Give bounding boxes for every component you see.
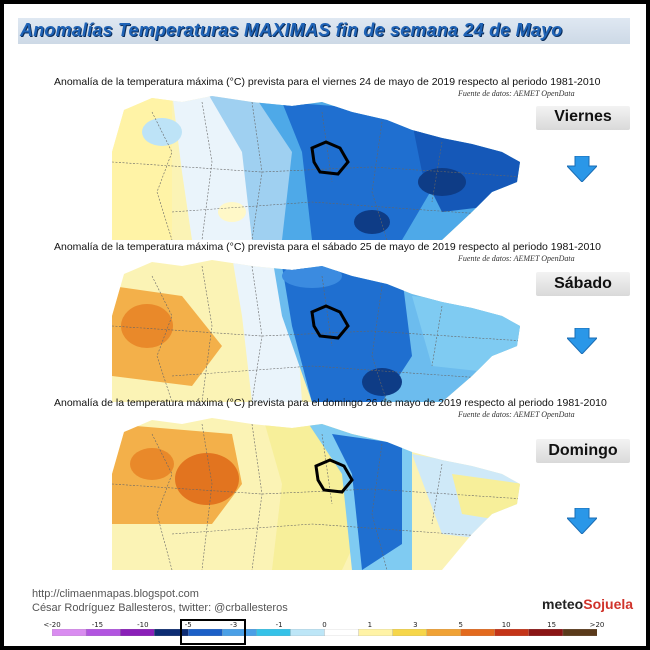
scale-tick-label: 3: [413, 621, 418, 629]
scale-tick-label: 5: [458, 621, 463, 629]
scale-tick-label: -10: [137, 621, 149, 629]
scale-tick-label: 1: [367, 621, 373, 629]
scale-swatch: [426, 629, 462, 636]
meteosojuela-logo: meteoSojuela: [542, 596, 633, 612]
scale-tick-label: -15: [91, 621, 104, 629]
scale-tick-label: -5: [184, 621, 192, 629]
scale-swatch: [324, 629, 360, 636]
map-title-saturday: Anomalía de la temperatura máxima (°C) p…: [54, 241, 602, 253]
day-box-friday: [536, 106, 630, 130]
figure-frame: Anomalías Temperaturas MAXIMAS fin de se…: [4, 4, 646, 646]
scale-tick-label: 10: [501, 621, 511, 629]
arrow-down-icon: [567, 508, 597, 534]
title-band: [18, 18, 630, 44]
color-scale-bar: [52, 629, 597, 636]
scale-tick-label: 15: [547, 621, 557, 629]
logo-text-prefix: meteo: [542, 596, 584, 612]
scale-swatch: [562, 629, 597, 636]
scale-swatch: [460, 629, 496, 636]
scale-tick-label: >20: [589, 621, 605, 629]
scale-tick-label: 0: [322, 621, 327, 629]
scale-swatch: [52, 629, 87, 636]
anomaly-map-saturday: [112, 260, 520, 402]
source-saturday: Fuente de datos: AEMET OpenData: [458, 254, 575, 263]
scale-tick-label: -3: [230, 621, 238, 629]
anomaly-map-sunday: [112, 418, 520, 570]
scale-swatch: [290, 629, 326, 636]
logo-text-suffix: Sojuela: [583, 596, 634, 612]
day-label-sunday: Domingo: [548, 442, 618, 459]
main-title: Anomalías Temperaturas MAXIMAS fin de se…: [20, 20, 563, 40]
source-sunday: Fuente de datos: AEMET OpenData: [458, 410, 575, 419]
anomaly-map-friday: [112, 96, 520, 240]
scale-swatch: [494, 629, 530, 636]
credits-url: http://climaenmapas.blogspot.com: [32, 588, 199, 600]
day-label-friday: Viernes: [554, 108, 612, 125]
scale-swatch: [528, 629, 564, 636]
map-title-sunday: Anomalía de la temperatura máxima (°C) p…: [54, 397, 607, 409]
scale-tick-label: <-20: [43, 621, 61, 629]
day-box-sunday: [536, 439, 630, 463]
source-friday: Fuente de datos: AEMET OpenData: [458, 89, 575, 98]
day-label-saturday: Sábado: [554, 275, 612, 292]
scale-swatch: [392, 629, 428, 636]
scale-swatch: [119, 629, 155, 636]
credits-author: César Rodríguez Ballesteros, twitter: @c…: [32, 602, 288, 614]
map-title-friday: Anomalía de la temperatura máxima (°C) p…: [54, 76, 601, 88]
scale-swatch: [358, 629, 394, 636]
highlight-box: [180, 619, 246, 645]
scale-swatch: [85, 629, 121, 636]
arrow-down-icon: [567, 328, 597, 354]
scale-tick-label: -1: [275, 621, 283, 629]
scale-swatch: [256, 629, 292, 636]
arrow-down-icon: [567, 156, 597, 182]
day-box-saturday: [536, 272, 630, 296]
